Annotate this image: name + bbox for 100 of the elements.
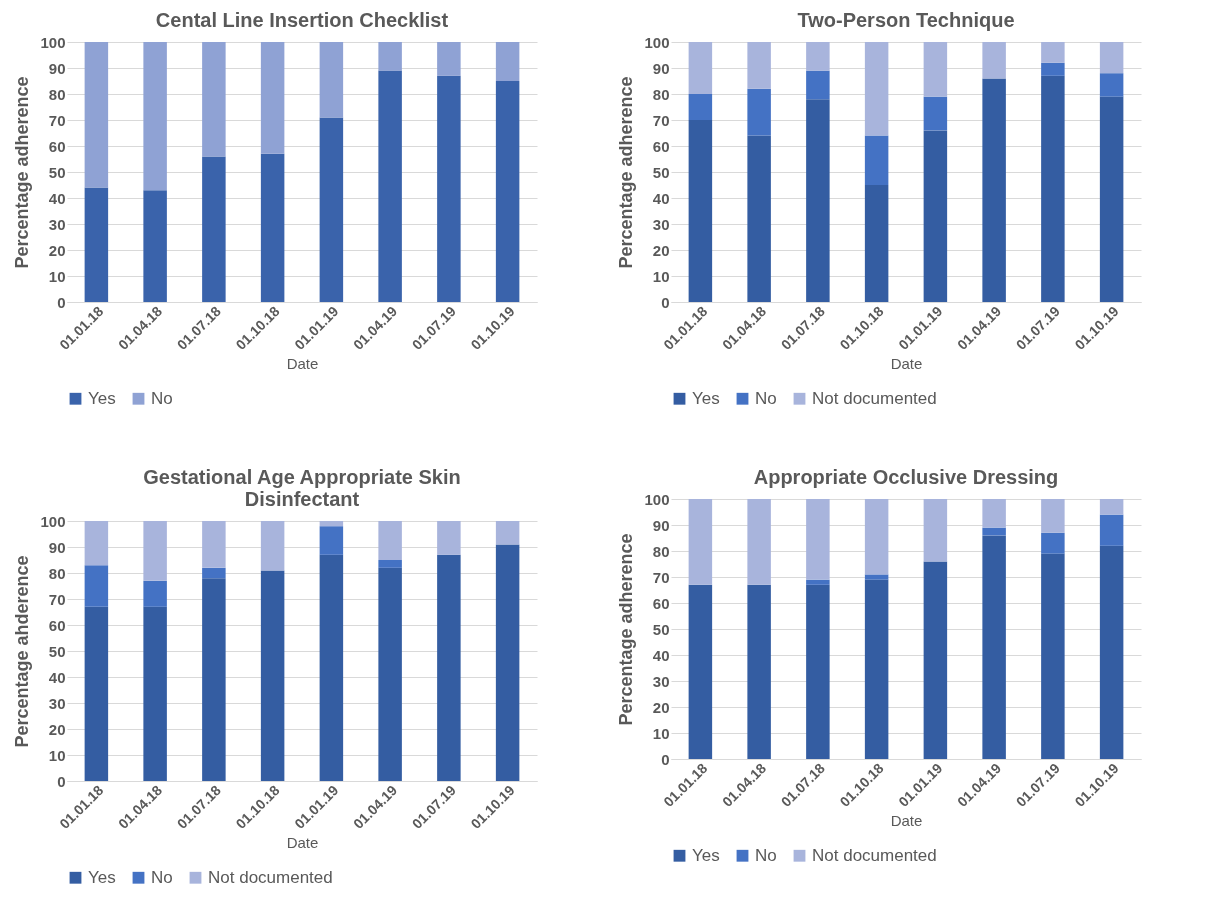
bar (747, 42, 771, 89)
bar (806, 579, 830, 585)
bar (1099, 42, 1124, 74)
bar (806, 70, 830, 100)
y-tick-label: 80 (652, 542, 670, 560)
y-tick-label: 10 (652, 724, 670, 742)
y-tick-label: 30 (652, 672, 670, 690)
bar (319, 117, 344, 302)
y-tick-label: 30 (652, 215, 670, 233)
bar (1099, 545, 1124, 759)
bar (1099, 499, 1124, 515)
bar (806, 499, 830, 580)
legend-label: Not documented (812, 388, 937, 408)
bar (1041, 532, 1065, 554)
y-tick-label: 70 (48, 590, 66, 608)
bar (747, 135, 771, 302)
bar (688, 94, 713, 120)
bar (688, 120, 713, 302)
bar (923, 42, 948, 97)
y-tick-label: 20 (652, 241, 670, 259)
y-axis-title: Percentage adherence (616, 76, 637, 269)
bar (923, 130, 948, 302)
bar (260, 42, 285, 154)
y-tick-label: 0 (661, 293, 670, 311)
y-tick-label: 70 (652, 111, 670, 129)
bar (982, 42, 1006, 79)
bar (1041, 499, 1065, 533)
bar (688, 42, 713, 94)
legend-label: Yes (88, 388, 116, 408)
y-tick-label: 30 (48, 215, 66, 233)
legend-label: No (151, 867, 173, 887)
y-tick-label: 60 (652, 594, 670, 612)
y-tick-label: 90 (652, 59, 670, 77)
bar (982, 78, 1006, 302)
bar (864, 574, 889, 580)
y-tick-label: 60 (48, 137, 66, 155)
y-tick-label: 80 (652, 85, 670, 103)
y-tick-label: 60 (652, 137, 670, 155)
bar (202, 42, 226, 157)
bar (378, 42, 402, 71)
bar (688, 499, 713, 585)
legend-label: Not documented (208, 867, 333, 887)
y-tick-label: 10 (48, 267, 66, 285)
y-tick-label: 0 (57, 772, 66, 790)
bar (1041, 553, 1065, 759)
y-tick-label: 10 (652, 267, 670, 285)
y-tick-label: 40 (652, 646, 670, 664)
bar (495, 42, 520, 81)
y-tick-label: 30 (48, 694, 66, 712)
bar (437, 42, 461, 76)
chart-title: Cental Line Insertion Checklist (155, 9, 449, 31)
bar (923, 96, 948, 131)
bar (143, 42, 167, 191)
bar (378, 521, 402, 560)
bar (864, 185, 889, 302)
bar (982, 535, 1006, 759)
bar (143, 190, 167, 302)
y-tick-label: 90 (48, 538, 66, 556)
y-tick-label: 20 (48, 720, 66, 738)
bar (1041, 62, 1065, 76)
legend-label: Yes (692, 388, 720, 408)
bar (260, 570, 285, 781)
bar (806, 42, 830, 71)
bar (1099, 514, 1124, 546)
y-tick-label: 10 (48, 746, 66, 764)
bar (747, 88, 771, 136)
bar (143, 606, 167, 781)
bar (923, 561, 948, 759)
bar (319, 554, 344, 781)
bar (1041, 75, 1065, 302)
chart-title: Gestational Age Appropriate Skin Disinfectant (143, 466, 461, 510)
y-axis-title: Percentage ahderence (12, 555, 33, 748)
y-tick-label: 70 (652, 568, 670, 586)
y-tick-label: 70 (48, 111, 66, 129)
y-tick-label: 0 (57, 293, 66, 311)
bar (864, 135, 889, 185)
bar (378, 70, 402, 302)
bar (437, 75, 461, 302)
bar (982, 527, 1006, 536)
bar (982, 499, 1006, 528)
bar (319, 526, 344, 555)
bar (260, 153, 285, 302)
y-tick-label: 20 (652, 698, 670, 716)
bar (864, 42, 889, 136)
x-axis-title: Date (286, 354, 319, 372)
y-tick-label: 40 (48, 668, 66, 686)
bar (747, 584, 771, 759)
x-axis-title: Date (890, 354, 923, 372)
bar (84, 565, 109, 607)
bar (495, 544, 520, 781)
legend-label: No (151, 388, 173, 408)
bar (495, 521, 520, 545)
y-tick-label: 100 (40, 512, 66, 530)
bar (495, 81, 520, 302)
y-tick-label: 40 (652, 189, 670, 207)
y-tick-label: 0 (661, 750, 670, 768)
legend-label: Yes (692, 845, 720, 865)
legend-label: No (755, 388, 777, 408)
bar (143, 521, 167, 581)
legend-label: No (755, 845, 777, 865)
